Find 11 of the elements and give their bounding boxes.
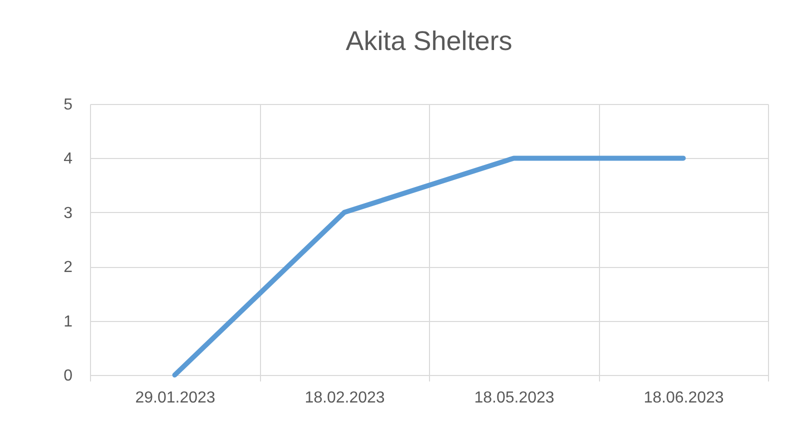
- x-tick-label: 29.01.2023: [135, 390, 216, 406]
- x-tick-label: 18.05.2023: [474, 390, 554, 406]
- y-tick-label: 2: [64, 259, 73, 276]
- chart-title: Akita Shelters: [346, 26, 512, 56]
- y-tick-label: 0: [64, 368, 73, 384]
- y-tick-label: 3: [64, 204, 73, 222]
- y-tick-label: 1: [64, 313, 73, 330]
- y-tick-label: 5: [64, 96, 73, 114]
- y-tick-label: 4: [64, 150, 73, 168]
- x-tick-label: 18.06.2023: [644, 390, 724, 406]
- x-tick-label: 18.02.2023: [304, 390, 385, 406]
